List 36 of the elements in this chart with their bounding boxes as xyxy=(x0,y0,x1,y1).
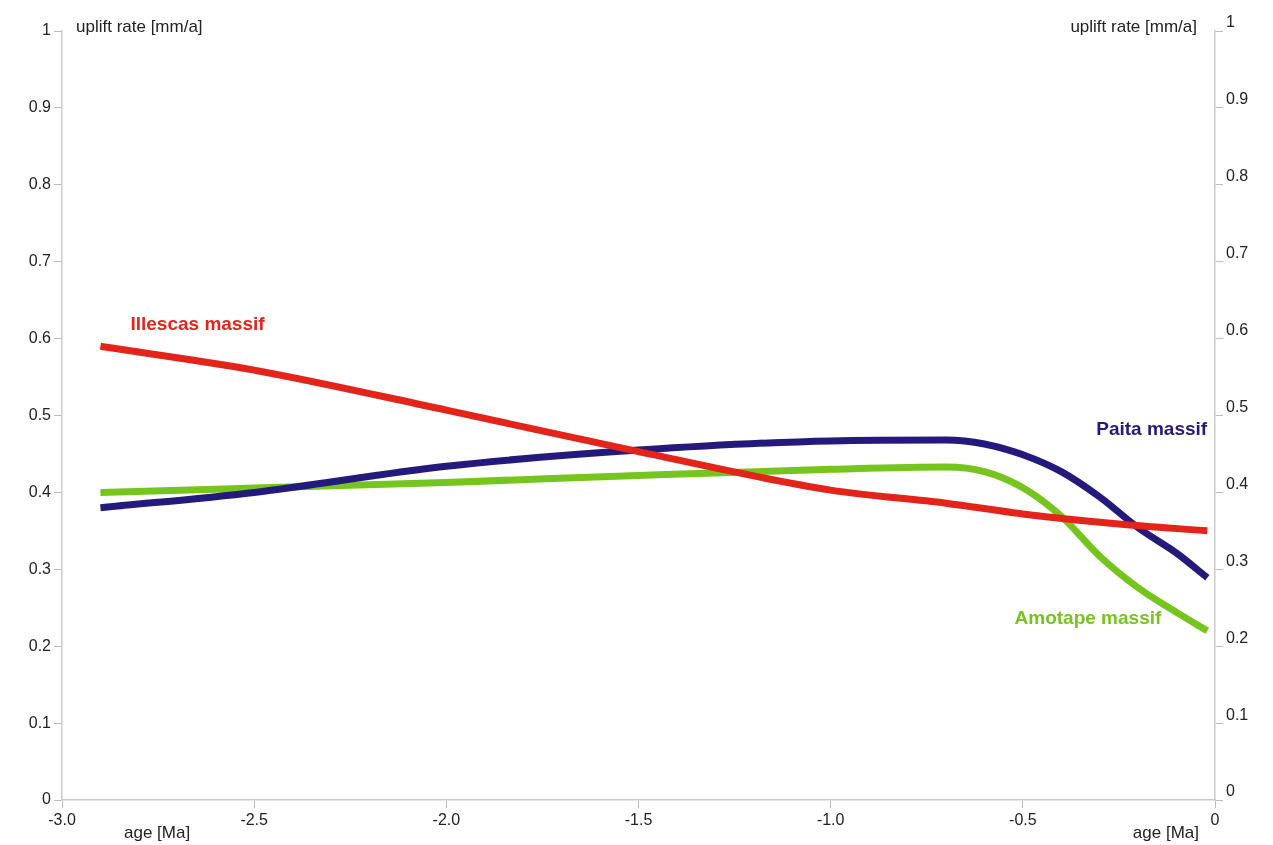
y-tick-label: 0.9 xyxy=(28,98,52,116)
x-tick-label: -3.0 xyxy=(48,811,76,829)
x-tick-label: -2.5 xyxy=(240,811,269,829)
y2-tick-label: 0.4 xyxy=(1226,474,1249,492)
x-tick-label: -0.5 xyxy=(1009,811,1037,829)
y2-tick-label: 0.1 xyxy=(1226,705,1249,723)
y-tick-label: 0.8 xyxy=(28,175,52,193)
y-tick-label: 0.2 xyxy=(28,636,52,654)
y-tick-label: 0.7 xyxy=(28,252,52,270)
x-axis-title: age [Ma] xyxy=(124,822,191,842)
y-tick-label: 0 xyxy=(42,790,52,808)
y2-tick-label: 1 xyxy=(1226,13,1235,31)
series-label: Amotape massif xyxy=(1014,607,1162,629)
y2-tick-label: 0.5 xyxy=(1226,397,1249,415)
y2-tick-label: 0 xyxy=(1226,782,1235,800)
series-label: Illescas massif xyxy=(130,312,266,334)
text: age [Ma] xyxy=(1132,822,1199,842)
y-tick-label: 0.4 xyxy=(28,482,52,500)
x-tick-label: -1.5 xyxy=(624,811,653,829)
y-axis-title: uplift rate [mm/a] xyxy=(76,16,203,36)
y-tick-label: 0.5 xyxy=(28,405,52,423)
y2-axis-title: uplift rate [mm/a] xyxy=(1070,16,1197,36)
text: Paita massif xyxy=(1096,417,1208,439)
y-tick-label: 0.3 xyxy=(28,559,52,577)
x-tick-label: 0 xyxy=(1210,811,1220,829)
y-tick-label: 0.1 xyxy=(28,713,52,731)
y2-tick-label: 0.9 xyxy=(1226,90,1249,108)
y2-tick-label: 0.8 xyxy=(1226,167,1249,185)
y-tick-label: 1 xyxy=(42,21,52,39)
y2-tick-label: 0.6 xyxy=(1226,321,1249,339)
y2-tick-label: 0.2 xyxy=(1226,628,1249,646)
y-tick-label: 0.6 xyxy=(28,329,52,347)
x-tick-label: -1.0 xyxy=(816,811,845,829)
y2-tick-label: 0.7 xyxy=(1226,244,1249,262)
x-tick-label: -2.0 xyxy=(432,811,461,829)
y2-tick-label: 0.3 xyxy=(1226,551,1249,569)
